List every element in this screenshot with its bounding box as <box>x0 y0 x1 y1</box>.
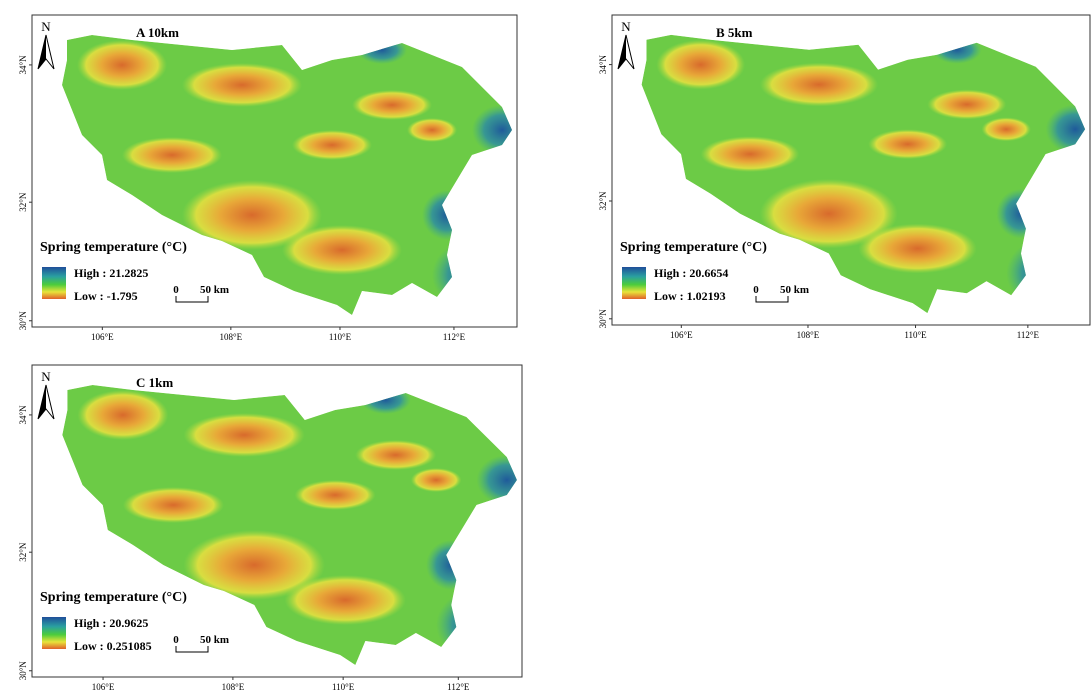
warm-area <box>760 63 878 107</box>
legend-gradient <box>622 267 646 299</box>
lon-label: 112°E <box>447 682 470 692</box>
warm-area <box>182 63 302 107</box>
warm-area <box>868 129 947 159</box>
lon-label: 112°E <box>1017 330 1040 340</box>
lat-label: 32°N <box>18 192 28 212</box>
lon-label: 110°E <box>332 682 355 692</box>
scale-zero: 0 <box>753 284 759 296</box>
legend-high: High : 20.9625 <box>74 616 148 630</box>
north-label: N <box>41 369 51 384</box>
warm-area <box>982 117 1031 141</box>
warm-area <box>285 575 406 625</box>
lon-label: 108°E <box>220 332 243 342</box>
scale-distance: 50 km <box>200 634 229 646</box>
legend-gradient <box>42 617 66 649</box>
warm-area <box>927 90 1006 120</box>
lon-label: 108°E <box>797 330 820 340</box>
warm-area <box>411 468 462 492</box>
map-panel: N A 10km Spring temperature (°C) High : 21.… <box>18 15 532 342</box>
panel-label: B 5km <box>716 25 753 40</box>
warm-area <box>656 40 745 90</box>
legend-high: High : 20.6654 <box>654 266 728 280</box>
map-panel: N B 5km Spring temperature (°C) High : 20.6… <box>598 15 1092 340</box>
scale-distance: 50 km <box>780 284 809 296</box>
legend-high: High : 21.2825 <box>74 266 148 280</box>
warm-area <box>77 390 168 440</box>
scale-zero: 0 <box>173 634 179 646</box>
panel-label: A 10km <box>136 25 179 40</box>
panel-label: C 1km <box>136 375 173 390</box>
lon-label: 110°E <box>904 330 927 340</box>
warm-area <box>184 413 305 457</box>
warm-area <box>282 225 402 275</box>
lon-label: 108°E <box>222 682 245 692</box>
lat-label: 34°N <box>598 55 608 75</box>
lat-label: 30°N <box>598 309 608 329</box>
north-label: N <box>41 19 51 34</box>
lon-label: 106°E <box>91 332 114 342</box>
north-label: N <box>621 19 631 34</box>
lat-label: 34°N <box>18 405 28 425</box>
map-panel: N C 1km Spring temperature (°C) High : 20.9… <box>18 365 537 692</box>
lat-label: 30°N <box>18 311 28 331</box>
lat-label: 32°N <box>18 542 28 562</box>
legend-title: Spring temperature (°C) <box>40 240 187 255</box>
warm-area <box>295 480 376 510</box>
scale-distance: 50 km <box>200 284 229 296</box>
lon-label: 112°E <box>443 332 466 342</box>
figure: N A 10km Spring temperature (°C) High : 21.… <box>0 0 1092 693</box>
legend-title: Spring temperature (°C) <box>620 240 767 255</box>
warm-area <box>355 440 436 470</box>
warm-area <box>292 130 372 160</box>
warm-area <box>407 118 457 142</box>
legend-low: Low : 0.251085 <box>74 639 152 653</box>
lat-label: 34°N <box>18 55 28 75</box>
legend-low: Low : -1.795 <box>74 289 138 303</box>
lon-label: 106°E <box>670 330 693 340</box>
lon-label: 110°E <box>329 332 352 342</box>
warm-area <box>123 487 224 523</box>
warm-area <box>352 90 432 120</box>
legend-low: Low : 1.02193 <box>654 289 726 303</box>
scale-zero: 0 <box>173 284 179 296</box>
warm-area <box>858 224 976 274</box>
warm-area <box>122 137 222 173</box>
legend-gradient <box>42 267 66 299</box>
lat-label: 30°N <box>18 661 28 681</box>
warm-area <box>701 136 800 172</box>
warm-area <box>77 40 167 90</box>
lon-label: 106°E <box>92 682 115 692</box>
legend-title: Spring temperature (°C) <box>40 590 187 605</box>
lat-label: 32°N <box>598 191 608 211</box>
